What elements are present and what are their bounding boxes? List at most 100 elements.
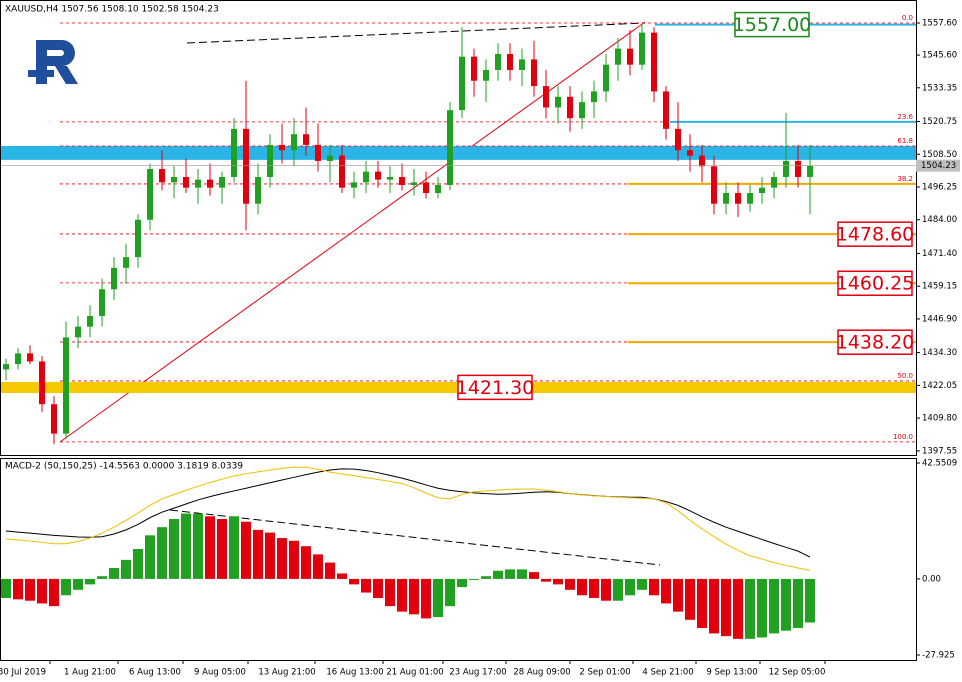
price-box (457, 374, 533, 401)
current-price-label: 1504.23 (921, 161, 956, 171)
macd-bar (157, 527, 167, 579)
candle-body (447, 110, 453, 185)
candle-body (603, 64, 609, 92)
x-tick-label: 2 Sep 01:00 (579, 668, 630, 678)
candle-body (627, 48, 633, 65)
trend-line (59, 21, 646, 443)
macd-bar (601, 578, 611, 601)
candle-body (483, 70, 489, 81)
macd-bar (25, 578, 35, 601)
candle-body (99, 289, 105, 316)
macd-bar (733, 578, 743, 639)
x-tick-label: 12 Sep 05:00 (769, 668, 826, 678)
macd-bar (781, 578, 791, 631)
macd-bar (613, 578, 623, 601)
macd-bar (121, 559, 131, 579)
candle-body (795, 160, 801, 177)
fib-label: 38.2 (897, 175, 913, 183)
macd-bar (241, 521, 251, 579)
candle-body (735, 193, 741, 204)
candle-body (495, 54, 501, 71)
macd-bar (277, 538, 287, 579)
x-tick-label: 9 Aug 05:00 (194, 668, 246, 678)
macd-bar (625, 578, 635, 596)
macd-bar (73, 578, 83, 590)
macd-bar (493, 570, 503, 579)
macd-bar (1, 578, 11, 598)
macd-bar (61, 578, 71, 596)
macd-bar (145, 535, 155, 579)
y-tick-label: 1409.80 (922, 414, 957, 424)
candle-body (579, 102, 585, 119)
macd-bar (421, 578, 431, 619)
candle-body (291, 134, 297, 151)
price-box-label: 1478.60 (836, 224, 915, 246)
macd-bar (805, 578, 815, 623)
macd-bar (373, 578, 383, 598)
macd-bar (457, 578, 467, 588)
y-tick-label: 1459.15 (922, 282, 957, 292)
candle-body (279, 144, 285, 151)
candle-body (639, 32, 645, 65)
macd-bar (49, 578, 59, 607)
candle-body (663, 91, 669, 129)
macd-bar (709, 578, 719, 634)
candle-body (111, 267, 117, 290)
macd-bar (349, 578, 359, 585)
candle-body (147, 168, 153, 220)
macd-bar (745, 578, 755, 639)
macd-bar (253, 529, 263, 579)
candle-body (675, 128, 681, 151)
candle-body (339, 155, 345, 188)
candle-body (231, 128, 237, 177)
macd-bar (673, 578, 683, 612)
zone (1, 145, 916, 160)
x-tick-label: 21 Aug 01:00 (386, 668, 443, 678)
price-box (837, 221, 913, 247)
price-box-label: 1438.20 (836, 332, 915, 354)
main-frame (0, 0, 917, 456)
macd-bar (289, 540, 299, 579)
macd-bar (685, 578, 695, 620)
trend-line (186, 22, 646, 44)
macd-bar (589, 578, 599, 598)
y-tick-label: 1508.50 (922, 150, 957, 160)
candle-body (15, 353, 21, 365)
y-tick-label: 1422.05 (922, 381, 957, 391)
y-tick-label: 1533.35 (922, 83, 957, 93)
macd-bar (409, 578, 419, 615)
x-tick-label: 6 Aug 13:00 (129, 668, 181, 678)
macd-bar (361, 578, 371, 593)
candle-body (531, 59, 537, 87)
candle-body (207, 179, 213, 188)
candle-body (87, 315, 93, 327)
candle-body (555, 96, 561, 108)
macd-bar (565, 578, 575, 590)
candle-body (27, 353, 33, 362)
fib-label: 23.6 (897, 113, 913, 121)
macd-bar (505, 569, 515, 579)
logo (28, 40, 78, 84)
macd-trend-line (169, 509, 661, 566)
candle-body (687, 150, 693, 156)
logo-bar (28, 70, 54, 77)
candle-body (699, 155, 705, 167)
candle-body (363, 171, 369, 183)
current-price-box (916, 159, 960, 172)
price-box-label: 1460.25 (836, 273, 915, 295)
macd-line (5, 466, 811, 571)
candle-body (651, 32, 657, 92)
macd-title: MACD-2 (50,150,25) -14.5563 0.0000 3.181… (5, 462, 243, 472)
candle-body (711, 166, 717, 204)
price-box (734, 11, 810, 38)
candle-body (567, 96, 573, 119)
candle-body (327, 155, 333, 161)
x-tick-label: 23 Aug 17:00 (449, 668, 506, 678)
macd-bar (661, 578, 671, 604)
fib-label: 100.0 (893, 433, 913, 441)
x-tick-label: 1 Aug 21:00 (64, 668, 116, 678)
macd-bar (97, 576, 107, 579)
macd-bar (181, 513, 191, 579)
macd-y-tick-label: 0.00 (922, 574, 941, 584)
